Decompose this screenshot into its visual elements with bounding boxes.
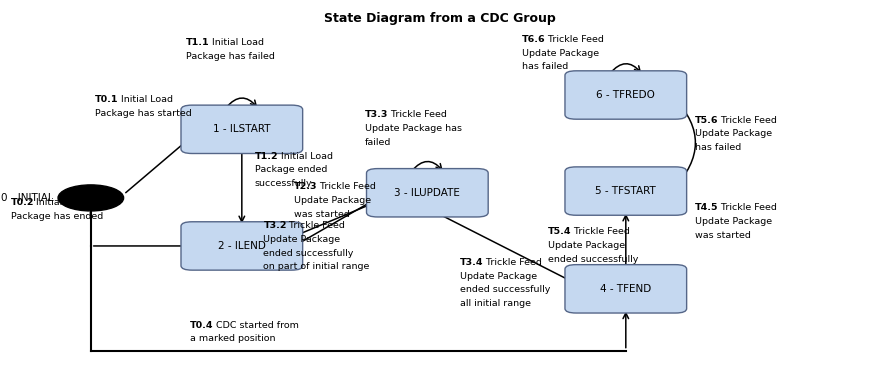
Text: T5.4: T5.4 xyxy=(548,227,572,236)
Text: all initial range: all initial range xyxy=(460,299,531,308)
Text: T3.2: T3.2 xyxy=(264,221,287,230)
Text: Trickle Feed: Trickle Feed xyxy=(718,203,777,212)
Text: T0.4: T0.4 xyxy=(190,321,213,330)
Text: T0.1: T0.1 xyxy=(96,95,119,104)
Text: has failed: has failed xyxy=(695,143,741,152)
Text: T2.3: T2.3 xyxy=(294,182,317,192)
Text: Initial Load: Initial Load xyxy=(34,198,88,207)
Text: was started: was started xyxy=(695,230,750,239)
Text: failed: failed xyxy=(366,138,391,147)
Text: Update Package: Update Package xyxy=(548,241,626,250)
Text: has failed: has failed xyxy=(522,63,568,71)
Text: Initial Load: Initial Load xyxy=(278,152,333,161)
Text: CDC started from: CDC started from xyxy=(213,321,299,330)
Text: Update Package: Update Package xyxy=(695,217,772,226)
Text: Trickle Feed: Trickle Feed xyxy=(571,227,630,236)
Text: a marked position: a marked position xyxy=(190,334,275,343)
Text: 2 - ILEND: 2 - ILEND xyxy=(218,241,266,251)
Text: ended successfully: ended successfully xyxy=(460,285,550,294)
FancyBboxPatch shape xyxy=(181,105,303,153)
FancyBboxPatch shape xyxy=(366,169,489,217)
Text: Update Package: Update Package xyxy=(460,272,537,281)
Text: ended successfully: ended successfully xyxy=(548,254,638,264)
Text: Trickle Feed: Trickle Feed xyxy=(388,110,447,120)
Title: State Diagram from a CDC Group: State Diagram from a CDC Group xyxy=(325,12,556,25)
Text: 6 - TFREDO: 6 - TFREDO xyxy=(596,90,655,100)
Text: T1.2: T1.2 xyxy=(255,152,279,161)
FancyBboxPatch shape xyxy=(565,167,687,215)
Text: 1 - ILSTART: 1 - ILSTART xyxy=(213,124,271,134)
Text: Initial Load: Initial Load xyxy=(118,95,173,104)
Text: Update Package: Update Package xyxy=(294,196,371,205)
Text: T4.5: T4.5 xyxy=(695,203,719,212)
Text: Trickle Feed: Trickle Feed xyxy=(545,35,604,44)
Text: T1.1: T1.1 xyxy=(186,38,210,48)
Text: Update Package: Update Package xyxy=(264,235,341,244)
Text: Update Package: Update Package xyxy=(522,49,599,58)
Text: successfully: successfully xyxy=(255,179,312,188)
Text: 5 - TFSTART: 5 - TFSTART xyxy=(596,186,656,196)
Text: T5.6: T5.6 xyxy=(695,116,719,124)
Circle shape xyxy=(58,185,124,211)
Text: 4 - TFEND: 4 - TFEND xyxy=(600,284,651,294)
Text: Package has started: Package has started xyxy=(96,109,192,118)
Text: Initial Load: Initial Load xyxy=(209,38,264,48)
Text: Trickle Feed: Trickle Feed xyxy=(317,182,375,192)
Text: T3.3: T3.3 xyxy=(366,110,389,120)
Text: 0 - INITIAL: 0 - INITIAL xyxy=(1,193,54,203)
Text: Update Package: Update Package xyxy=(695,129,772,138)
Text: Trickle Feed: Trickle Feed xyxy=(718,116,777,124)
Text: was started: was started xyxy=(294,210,350,219)
Text: on part of initial range: on part of initial range xyxy=(264,262,370,271)
Text: Package ended: Package ended xyxy=(255,166,327,174)
FancyBboxPatch shape xyxy=(565,71,687,119)
Text: Update Package has: Update Package has xyxy=(366,124,462,133)
Text: Trickle Feed: Trickle Feed xyxy=(287,221,345,230)
Text: ended successfully: ended successfully xyxy=(264,249,354,258)
FancyBboxPatch shape xyxy=(565,265,687,313)
Text: Package has ended: Package has ended xyxy=(11,211,103,221)
Text: Package has failed: Package has failed xyxy=(186,52,274,61)
Text: T3.4: T3.4 xyxy=(460,258,483,267)
Text: T6.6: T6.6 xyxy=(522,35,546,44)
Text: Trickle Feed: Trickle Feed xyxy=(483,258,542,267)
FancyBboxPatch shape xyxy=(181,222,303,270)
Text: 3 - ILUPDATE: 3 - ILUPDATE xyxy=(395,188,460,198)
Text: T0.2: T0.2 xyxy=(11,198,35,207)
